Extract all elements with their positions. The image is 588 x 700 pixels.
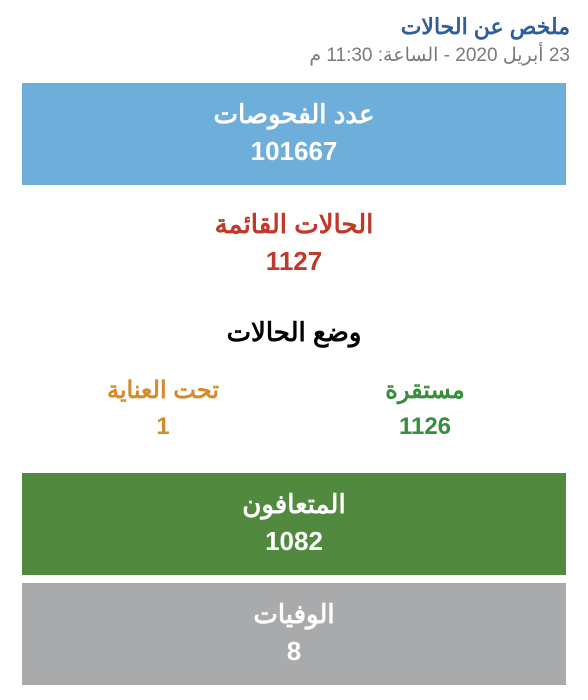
status-critical: تحت العناية 1: [32, 376, 294, 441]
active-panel: الحالات القائمة 1127: [18, 189, 570, 299]
status-stable-value: 1126: [294, 413, 556, 441]
recovered-value: 1082: [32, 526, 556, 557]
recovered-label: المتعافون: [32, 489, 556, 520]
status-panel: وضع الحالات مستقرة 1126 تحت العناية 1: [18, 299, 570, 469]
recovered-panel: المتعافون 1082: [18, 469, 570, 579]
page-title: ملخص عن الحالات: [18, 14, 570, 40]
deaths-panel: الوفيات 8: [18, 579, 570, 689]
timestamp: 23 أبريل 2020 - الساعة: 11:30 م: [18, 44, 570, 67]
active-label: الحالات القائمة: [32, 209, 556, 240]
status-stable: مستقرة 1126: [294, 376, 556, 441]
summary-card: ملخص عن الحالات 23 أبريل 2020 - الساعة: …: [0, 0, 588, 699]
status-stable-label: مستقرة: [294, 376, 556, 405]
status-critical-value: 1: [32, 413, 294, 441]
status-columns: مستقرة 1126 تحت العناية 1: [32, 376, 556, 441]
status-title: وضع الحالات: [32, 317, 556, 348]
deaths-value: 8: [32, 636, 556, 667]
tests-value: 101667: [32, 136, 556, 167]
tests-label: عدد الفحوصات: [32, 99, 556, 130]
active-value: 1127: [32, 246, 556, 277]
deaths-label: الوفيات: [32, 599, 556, 630]
tests-panel: عدد الفحوصات 101667: [18, 79, 570, 189]
status-critical-label: تحت العناية: [32, 376, 294, 405]
